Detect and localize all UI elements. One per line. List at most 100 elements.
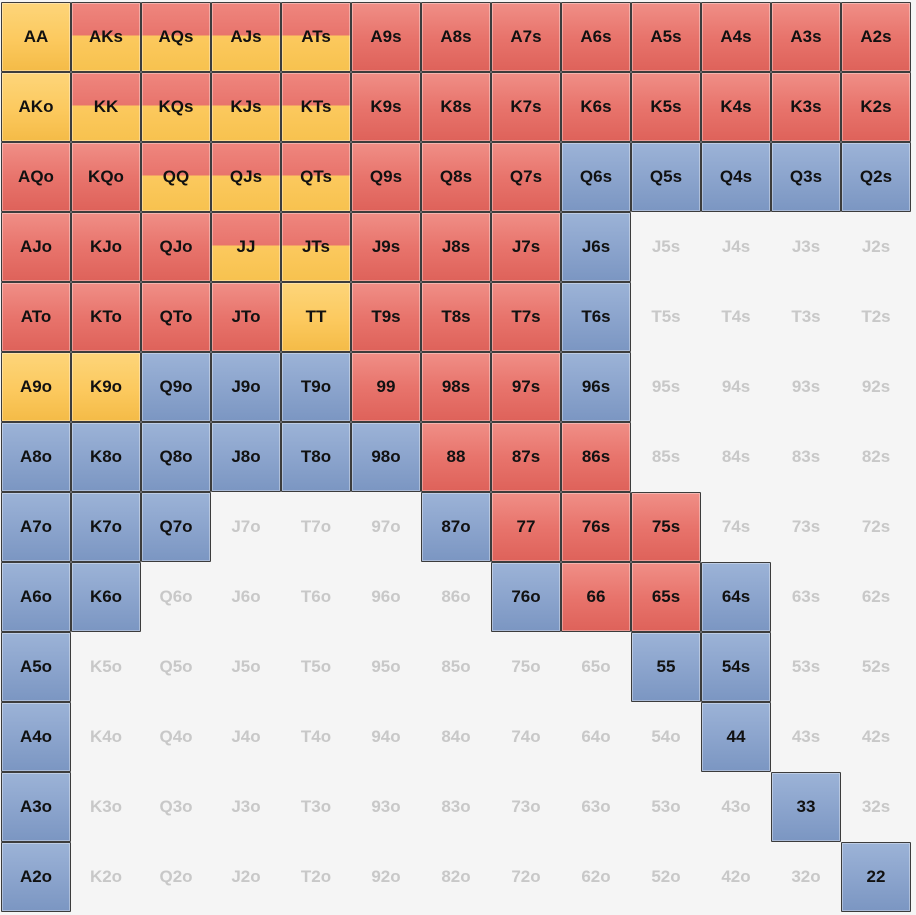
- hand-cell-q3o[interactable]: Q3o: [141, 772, 211, 842]
- hand-cell-53s[interactable]: 53s: [771, 632, 841, 702]
- hand-cell-a2o[interactable]: A2o: [1, 842, 71, 912]
- hand-cell-75s[interactable]: 75s: [631, 492, 701, 562]
- hand-cell-kts[interactable]: KTs: [281, 72, 351, 142]
- hand-cell-j4o[interactable]: J4o: [211, 702, 281, 772]
- hand-cell-88[interactable]: 88: [421, 422, 491, 492]
- hand-cell-j7s[interactable]: J7s: [491, 212, 561, 282]
- hand-cell-94o[interactable]: 94o: [351, 702, 421, 772]
- hand-cell-q6s[interactable]: Q6s: [561, 142, 631, 212]
- hand-cell-k8o[interactable]: K8o: [71, 422, 141, 492]
- hand-cell-q2o[interactable]: Q2o: [141, 842, 211, 912]
- hand-cell-j3o[interactable]: J3o: [211, 772, 281, 842]
- hand-cell-22[interactable]: 22: [841, 842, 911, 912]
- hand-cell-j2s[interactable]: J2s: [841, 212, 911, 282]
- hand-cell-93o[interactable]: 93o: [351, 772, 421, 842]
- hand-cell-j6o[interactable]: J6o: [211, 562, 281, 632]
- hand-cell-t7o[interactable]: T7o: [281, 492, 351, 562]
- hand-cell-j5s[interactable]: J5s: [631, 212, 701, 282]
- hand-cell-k9o[interactable]: K9o: [71, 352, 141, 422]
- hand-cell-55[interactable]: 55: [631, 632, 701, 702]
- hand-cell-ajo[interactable]: AJo: [1, 212, 71, 282]
- hand-cell-j9o[interactable]: J9o: [211, 352, 281, 422]
- hand-cell-kjo[interactable]: KJo: [71, 212, 141, 282]
- hand-cell-99[interactable]: 99: [351, 352, 421, 422]
- hand-cell-72s[interactable]: 72s: [841, 492, 911, 562]
- hand-cell-q6o[interactable]: Q6o: [141, 562, 211, 632]
- hand-cell-k4s[interactable]: K4s: [701, 72, 771, 142]
- hand-cell-ako[interactable]: AKo: [1, 72, 71, 142]
- hand-cell-66[interactable]: 66: [561, 562, 631, 632]
- hand-cell-j8o[interactable]: J8o: [211, 422, 281, 492]
- hand-cell-j6s[interactable]: J6s: [561, 212, 631, 282]
- hand-cell-ajs[interactable]: AJs: [211, 2, 281, 72]
- hand-cell-85o[interactable]: 85o: [421, 632, 491, 702]
- hand-cell-j7o[interactable]: J7o: [211, 492, 281, 562]
- hand-cell-96o[interactable]: 96o: [351, 562, 421, 632]
- hand-cell-k6s[interactable]: K6s: [561, 72, 631, 142]
- hand-cell-q9o[interactable]: Q9o: [141, 352, 211, 422]
- hand-cell-a6o[interactable]: A6o: [1, 562, 71, 632]
- hand-cell-74s[interactable]: 74s: [701, 492, 771, 562]
- hand-cell-q8s[interactable]: Q8s: [421, 142, 491, 212]
- hand-cell-k5s[interactable]: K5s: [631, 72, 701, 142]
- hand-cell-42o[interactable]: 42o: [701, 842, 771, 912]
- hand-cell-q7o[interactable]: Q7o: [141, 492, 211, 562]
- hand-cell-j8s[interactable]: J8s: [421, 212, 491, 282]
- hand-cell-82s[interactable]: 82s: [841, 422, 911, 492]
- hand-cell-jto[interactable]: JTo: [211, 282, 281, 352]
- hand-cell-87o[interactable]: 87o: [421, 492, 491, 562]
- hand-cell-qto[interactable]: QTo: [141, 282, 211, 352]
- hand-cell-t4o[interactable]: T4o: [281, 702, 351, 772]
- hand-cell-64o[interactable]: 64o: [561, 702, 631, 772]
- hand-cell-77[interactable]: 77: [491, 492, 561, 562]
- hand-cell-83s[interactable]: 83s: [771, 422, 841, 492]
- hand-cell-54s[interactable]: 54s: [701, 632, 771, 702]
- hand-cell-72o[interactable]: 72o: [491, 842, 561, 912]
- hand-cell-a7s[interactable]: A7s: [491, 2, 561, 72]
- hand-cell-t9s[interactable]: T9s: [351, 282, 421, 352]
- hand-cell-kjs[interactable]: KJs: [211, 72, 281, 142]
- hand-cell-75o[interactable]: 75o: [491, 632, 561, 702]
- hand-cell-32o[interactable]: 32o: [771, 842, 841, 912]
- hand-cell-k9s[interactable]: K9s: [351, 72, 421, 142]
- hand-cell-k5o[interactable]: K5o: [71, 632, 141, 702]
- hand-cell-t7s[interactable]: T7s: [491, 282, 561, 352]
- hand-cell-84s[interactable]: 84s: [701, 422, 771, 492]
- hand-cell-t4s[interactable]: T4s: [701, 282, 771, 352]
- hand-cell-k3s[interactable]: K3s: [771, 72, 841, 142]
- hand-cell-k6o[interactable]: K6o: [71, 562, 141, 632]
- hand-cell-a9o[interactable]: A9o: [1, 352, 71, 422]
- hand-cell-52s[interactable]: 52s: [841, 632, 911, 702]
- hand-cell-j9s[interactable]: J9s: [351, 212, 421, 282]
- hand-cell-tt[interactable]: TT: [281, 282, 351, 352]
- hand-cell-33[interactable]: 33: [771, 772, 841, 842]
- hand-cell-j4s[interactable]: J4s: [701, 212, 771, 282]
- hand-cell-95o[interactable]: 95o: [351, 632, 421, 702]
- hand-cell-95s[interactable]: 95s: [631, 352, 701, 422]
- hand-cell-54o[interactable]: 54o: [631, 702, 701, 772]
- hand-cell-42s[interactable]: 42s: [841, 702, 911, 772]
- hand-cell-q3s[interactable]: Q3s: [771, 142, 841, 212]
- hand-cell-qjs[interactable]: QJs: [211, 142, 281, 212]
- hand-cell-ato[interactable]: ATo: [1, 282, 71, 352]
- hand-cell-63o[interactable]: 63o: [561, 772, 631, 842]
- hand-cell-aqo[interactable]: AQo: [1, 142, 71, 212]
- hand-cell-a3o[interactable]: A3o: [1, 772, 71, 842]
- hand-cell-t5o[interactable]: T5o: [281, 632, 351, 702]
- hand-cell-86o[interactable]: 86o: [421, 562, 491, 632]
- hand-cell-t3s[interactable]: T3s: [771, 282, 841, 352]
- hand-cell-65s[interactable]: 65s: [631, 562, 701, 632]
- hand-cell-97o[interactable]: 97o: [351, 492, 421, 562]
- hand-cell-j5o[interactable]: J5o: [211, 632, 281, 702]
- hand-cell-ats[interactable]: ATs: [281, 2, 351, 72]
- hand-cell-j2o[interactable]: J2o: [211, 842, 281, 912]
- hand-cell-q2s[interactable]: Q2s: [841, 142, 911, 212]
- hand-cell-k3o[interactable]: K3o: [71, 772, 141, 842]
- hand-cell-a5o[interactable]: A5o: [1, 632, 71, 702]
- hand-cell-43o[interactable]: 43o: [701, 772, 771, 842]
- hand-cell-j3s[interactable]: J3s: [771, 212, 841, 282]
- hand-cell-jts[interactable]: JTs: [281, 212, 351, 282]
- hand-cell-65o[interactable]: 65o: [561, 632, 631, 702]
- hand-cell-a9s[interactable]: A9s: [351, 2, 421, 72]
- hand-cell-76s[interactable]: 76s: [561, 492, 631, 562]
